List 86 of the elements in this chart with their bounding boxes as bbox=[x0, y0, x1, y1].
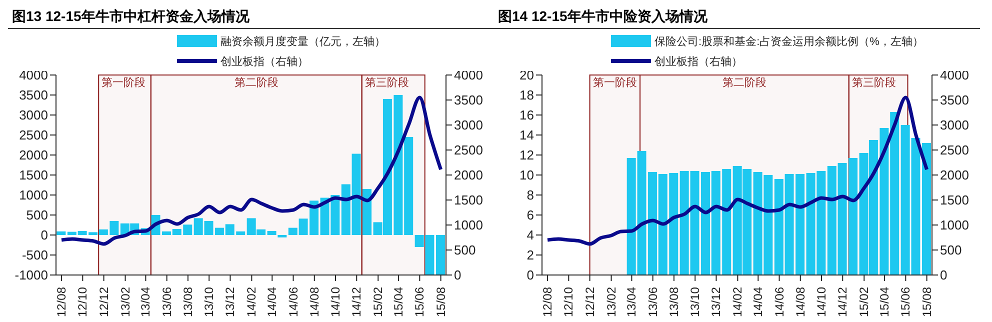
y-tick-label: 500 bbox=[26, 208, 48, 223]
y-tick-label: 2 bbox=[526, 248, 534, 263]
x-tick-label: 14/08 bbox=[307, 286, 322, 318]
y-tick-label: 2000 bbox=[19, 148, 48, 163]
x-tick-label: 13/10 bbox=[202, 286, 216, 318]
y-tick-label: -1000 bbox=[14, 268, 48, 283]
chart-title: 图14 12-15年牛市中险资入场情况 bbox=[494, 8, 980, 29]
y2-tick-label: 3500 bbox=[454, 92, 483, 108]
legend-label: 创业板指（右轴） bbox=[220, 54, 308, 68]
x-tick-label: 14/12 bbox=[350, 286, 364, 318]
y-tick-label: -500 bbox=[22, 248, 48, 263]
y-tick-label: 10 bbox=[520, 168, 534, 183]
x-tick-label: 15/06 bbox=[412, 286, 427, 318]
band-label: 第三阶段 bbox=[364, 76, 409, 89]
x-tick-label: 14/04 bbox=[751, 286, 766, 318]
x-tick-label: 13/04 bbox=[138, 286, 153, 318]
band-label: 第二阶段 bbox=[234, 76, 278, 89]
y-tick-label: 2500 bbox=[19, 128, 48, 143]
band-label: 第三阶段 bbox=[852, 76, 896, 89]
x-tick-label: 14/08 bbox=[793, 286, 808, 318]
y2-tick-label: 1500 bbox=[454, 192, 483, 208]
x-tick-label: 12/12 bbox=[582, 286, 597, 318]
x-tick-label: 14/06 bbox=[286, 286, 300, 318]
y2-tick-label: 500 bbox=[940, 242, 962, 258]
y-tick-label: 12 bbox=[520, 148, 534, 163]
x-tick-label: 12/12 bbox=[96, 286, 111, 318]
band-label: 第一阶段 bbox=[102, 76, 146, 89]
x-tick-label: 14/02 bbox=[244, 286, 259, 318]
y-tick-label: 8 bbox=[526, 188, 534, 203]
x-tick-label: 13/12 bbox=[709, 286, 724, 318]
x-tick-label: 15/04 bbox=[392, 286, 406, 318]
band-label: 第一阶段 bbox=[592, 76, 637, 89]
x-tick-label: 15/08 bbox=[920, 286, 934, 318]
x-tick-label: 13/06 bbox=[646, 286, 660, 318]
x-tick-label: 13/12 bbox=[223, 286, 238, 318]
y-tick-label: 18 bbox=[520, 88, 534, 103]
y2-tick-label: 2000 bbox=[454, 168, 483, 183]
x-tick-label: 13/08 bbox=[180, 286, 195, 318]
y2-tick-label: 1500 bbox=[940, 192, 969, 208]
x-tick-label: 15/02 bbox=[857, 286, 872, 318]
x-tick-label: 15/06 bbox=[898, 286, 913, 318]
x-tick-label: 13/02 bbox=[118, 286, 132, 318]
y-tick-label: 1000 bbox=[19, 188, 48, 203]
legend-label: 创业板指（右轴） bbox=[654, 54, 743, 68]
x-tick-label: 13/06 bbox=[160, 286, 174, 318]
y2-tick-label: 0 bbox=[454, 268, 462, 283]
x-tick-label: 12/08 bbox=[540, 286, 555, 318]
x-tick-label: 14/02 bbox=[730, 286, 745, 318]
y-tick-label: 14 bbox=[520, 128, 534, 143]
x-tick-label: 14/12 bbox=[836, 286, 850, 318]
x-tick-label: 15/08 bbox=[434, 286, 448, 318]
x-tick-label: 13/04 bbox=[624, 286, 639, 318]
y-tick-label: 3500 bbox=[19, 88, 48, 103]
y-tick-label: 0 bbox=[526, 268, 534, 283]
x-tick-label: 15/02 bbox=[371, 286, 386, 318]
x-tick-label: 14/04 bbox=[265, 286, 280, 318]
x-tick-label: 12/10 bbox=[562, 286, 576, 318]
y2-tick-label: 3000 bbox=[454, 118, 483, 133]
legend-label: 融资余额月度变量（亿元，左轴） bbox=[220, 34, 386, 48]
y2-tick-label: 3500 bbox=[940, 92, 969, 108]
legend-label: 保险公司:股票和基金:占资金运用余额比例（%，左轴） bbox=[654, 34, 924, 48]
y2-tick-label: 2500 bbox=[454, 142, 483, 158]
x-tick-label: 12/08 bbox=[54, 286, 69, 318]
y2-tick-label: 2000 bbox=[940, 168, 969, 183]
x-tick-label: 14/10 bbox=[328, 286, 343, 318]
y2-tick-label: 1000 bbox=[454, 218, 483, 233]
x-tick-label: 14/10 bbox=[814, 286, 829, 318]
y-tick-label: 6 bbox=[526, 208, 534, 223]
y-tick-label: 0 bbox=[40, 228, 48, 243]
x-tick-label: 13/10 bbox=[688, 286, 702, 318]
x-tick-label: 14/06 bbox=[772, 286, 786, 318]
chart-title: 图13 12-15年牛市中杠杆资金入场情况 bbox=[8, 8, 494, 29]
y-tick-label: 16 bbox=[520, 108, 534, 123]
x-tick-label: 13/08 bbox=[666, 286, 681, 318]
y-tick-label: 3000 bbox=[19, 108, 48, 123]
y-tick-label: 4 bbox=[526, 228, 534, 243]
y2-tick-label: 0 bbox=[940, 268, 948, 283]
y2-tick-label: 3000 bbox=[940, 118, 969, 133]
x-tick-label: 12/10 bbox=[76, 286, 90, 318]
y2-tick-label: 1000 bbox=[940, 218, 969, 233]
x-tick-label: 13/02 bbox=[604, 286, 618, 318]
y2-tick-label: 500 bbox=[454, 242, 476, 258]
band-label: 第二阶段 bbox=[722, 76, 766, 89]
x-tick-label: 15/04 bbox=[878, 286, 892, 318]
y-tick-label: 1500 bbox=[19, 168, 48, 183]
y2-tick-label: 2500 bbox=[940, 142, 969, 158]
